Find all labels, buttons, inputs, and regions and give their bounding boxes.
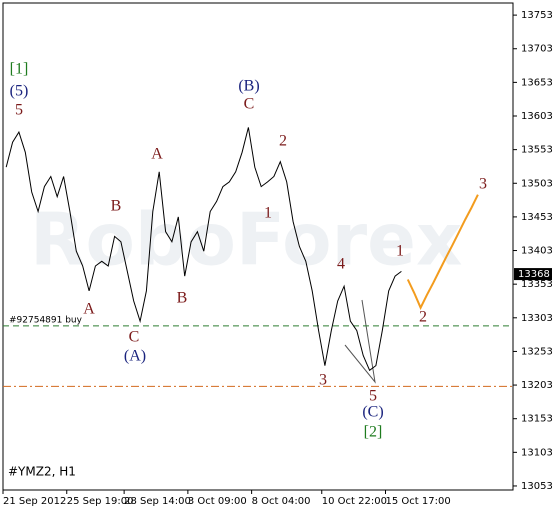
y-tick-label: 13353 — [521, 279, 553, 290]
x-tick-label: 8 Oct 04:00 — [252, 496, 311, 507]
y-tick-label: 13103 — [521, 447, 553, 458]
wave-label: [1] — [10, 61, 29, 78]
y-tick-label: 13703 — [521, 44, 553, 55]
wave-label: 3 — [479, 176, 487, 193]
x-tick-label: 10 Oct 22:00 — [322, 496, 387, 507]
y-tick-label: 13603 — [521, 111, 553, 122]
wave-label: (A) — [124, 348, 146, 365]
wave-label: 2 — [419, 309, 427, 326]
wave-label: A — [151, 146, 163, 163]
wave-label: (C) — [362, 404, 383, 421]
wave-label: 2 — [279, 133, 287, 150]
wave-label: A — [83, 301, 95, 318]
wave-label: (B) — [238, 78, 259, 95]
y-tick-label: 13153 — [521, 414, 553, 425]
y-tick-label: 13053 — [521, 481, 553, 492]
y-tick-label: 13253 — [521, 346, 553, 357]
wave-label: 5 — [369, 388, 377, 405]
wave-triangle — [344, 299, 376, 384]
x-tick-label: 28 Sep 14:00 — [124, 496, 191, 507]
wave-label: (5) — [10, 83, 29, 100]
wave-label: B — [111, 198, 122, 215]
symbol-label: #YMZ2, H1 — [8, 465, 76, 479]
last-price-label: 13368 — [518, 269, 550, 280]
x-tick-label: 3 Oct 09:00 — [188, 496, 247, 507]
series-line — [406, 194, 479, 311]
series-line — [5, 127, 402, 372]
y-tick-label: 13653 — [521, 77, 553, 88]
y-tick-label: 13503 — [521, 178, 553, 189]
y-tick-label: 13453 — [521, 212, 553, 223]
y-tick-label: 13203 — [521, 380, 553, 391]
level-label: #92754891 buy — [9, 315, 83, 325]
x-tick-label: 15 Oct 17:00 — [386, 496, 451, 507]
y-tick-label: 13553 — [521, 145, 553, 156]
y-tick-label: 13303 — [521, 313, 553, 324]
wave-label: 1 — [396, 243, 404, 260]
wave-label: B — [177, 290, 188, 307]
wave-label: 3 — [319, 372, 327, 389]
wave-label: 1 — [264, 205, 272, 222]
wave-label: [2] — [364, 424, 383, 441]
x-tick-label: 21 Sep 2012 — [3, 496, 66, 507]
y-tick-label: 13753 — [521, 10, 553, 21]
plot-frame — [2, 2, 514, 491]
last-price-box — [514, 268, 552, 281]
y-tick-label: 13403 — [521, 246, 553, 257]
wave-label: C — [129, 329, 140, 346]
x-tick-label: 25 Sep 19:00 — [67, 496, 134, 507]
wave-label: C — [244, 96, 255, 113]
watermark: RoboForex — [30, 198, 462, 282]
wave-label: 5 — [15, 102, 23, 119]
wave-label: 4 — [337, 256, 345, 273]
